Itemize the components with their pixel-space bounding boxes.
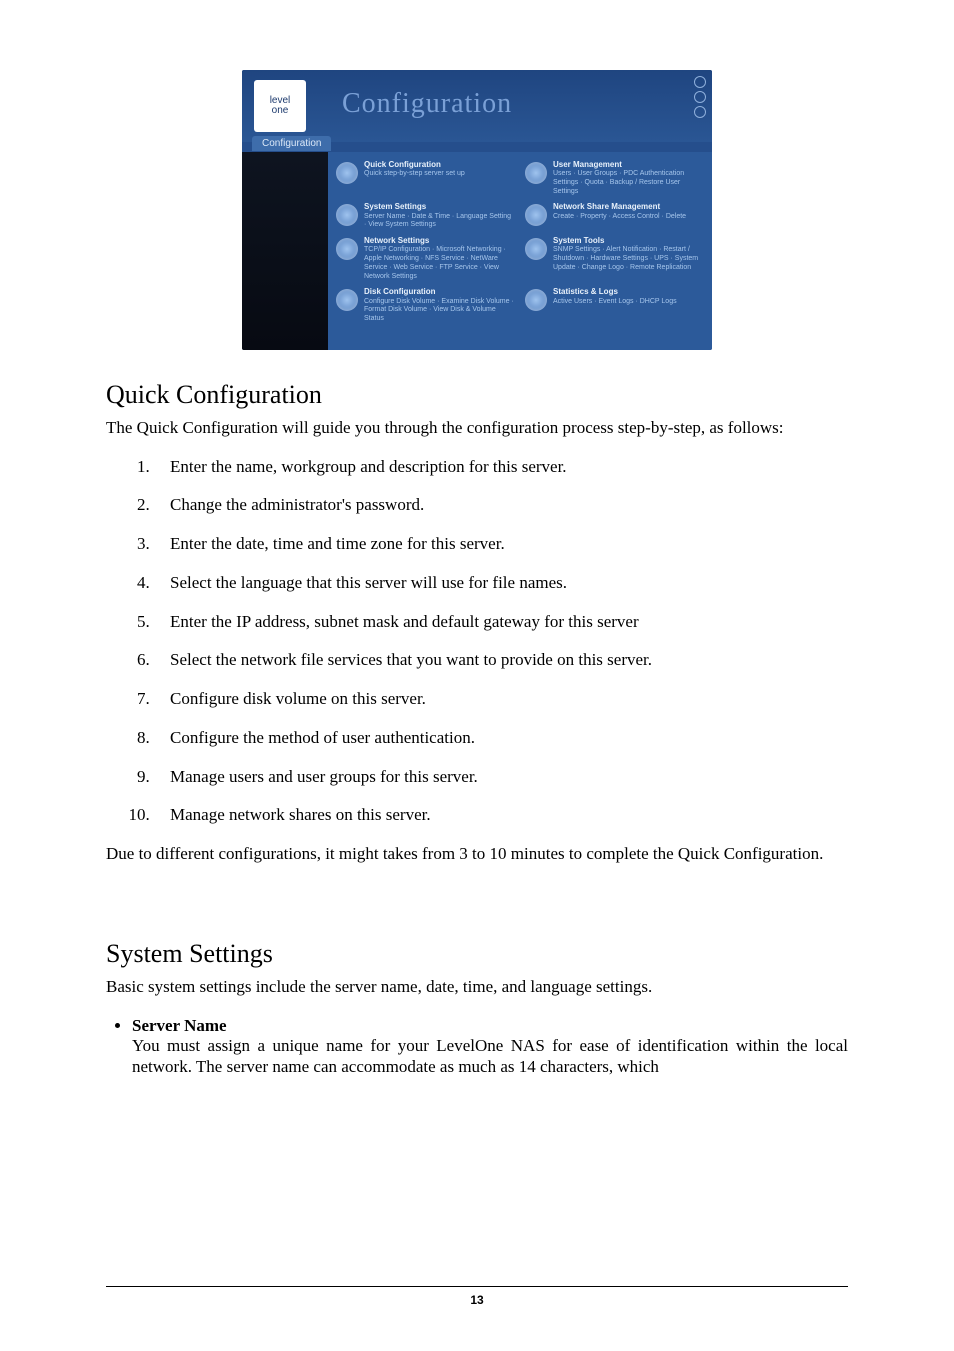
tile-desc: SNMP Settings · Alert Notification · Res… xyxy=(553,246,704,272)
step-item: Manage network shares on this server. xyxy=(154,805,848,826)
tile-title: Network Settings xyxy=(364,236,515,245)
tile-desc: Quick step-by-step server set up xyxy=(364,170,515,179)
bullet-title: Server Name xyxy=(132,1016,227,1035)
brand-text-bottom: one xyxy=(272,106,289,117)
bullet-body: You must assign a unique name for your L… xyxy=(132,1036,848,1077)
footer-rule xyxy=(106,1286,848,1287)
lightning-icon xyxy=(336,162,358,184)
tile-disk-configuration[interactable]: Disk Configuration Configure Disk Volume … xyxy=(336,287,515,323)
tile-title: Network Share Management xyxy=(553,202,704,211)
stats-icon xyxy=(525,289,547,311)
tile-title: Quick Configuration xyxy=(364,160,515,169)
quick-config-heading: Quick Configuration xyxy=(106,380,848,410)
system-settings-heading: System Settings xyxy=(106,939,848,969)
tile-network-share[interactable]: Network Share Management Create · Propert… xyxy=(525,202,704,230)
tile-desc: Users · User Groups · PDC Authentication… xyxy=(553,170,704,196)
tile-system-settings[interactable]: System Settings Server Name · Date & Time… xyxy=(336,202,515,230)
share-icon xyxy=(525,204,547,226)
tile-title: System Tools xyxy=(553,236,704,245)
quick-config-closing: Due to different configurations, it migh… xyxy=(106,844,848,865)
step-item: Change the administrator's password. xyxy=(154,495,848,516)
step-item: Enter the date, time and time zone for t… xyxy=(154,534,848,555)
step-item: Select the language that this server wil… xyxy=(154,573,848,594)
bullet-server-name: Server Name You must assign a unique nam… xyxy=(132,1016,848,1078)
network-icon xyxy=(336,238,358,260)
disk-icon xyxy=(336,289,358,311)
step-item: Enter the IP address, subnet mask and de… xyxy=(154,612,848,633)
system-settings-lead: Basic system settings include the server… xyxy=(106,977,848,998)
active-tab[interactable]: Configuration xyxy=(252,136,331,151)
config-screenshot: level one Configuration Configuration Qu… xyxy=(242,70,712,350)
tile-system-tools[interactable]: System ToolsSNMP Settings · Alert Notifi… xyxy=(525,236,704,281)
page-number: 13 xyxy=(106,1293,848,1307)
tile-desc: Configure Disk Volume · Examine Disk Vol… xyxy=(364,298,515,324)
shot-sidebar xyxy=(242,152,328,350)
tile-network-settings[interactable]: Network SettingsTCP/IP Configuration · M… xyxy=(336,236,515,281)
quick-config-steps: Enter the name, workgroup and descriptio… xyxy=(154,457,848,826)
page-footer: 13 xyxy=(106,1286,848,1307)
tile-statistics-logs[interactable]: Statistics & Logs Active Users · Event Lo… xyxy=(525,287,704,323)
users-icon xyxy=(525,162,547,184)
gear-icon xyxy=(336,204,358,226)
step-item: Enter the name, workgroup and descriptio… xyxy=(154,457,848,478)
tile-title: User Management xyxy=(553,160,704,169)
step-item: Configure the method of user authenticat… xyxy=(154,728,848,749)
tools-icon xyxy=(525,238,547,260)
step-item: Select the network file services that yo… xyxy=(154,650,848,671)
tile-user-management[interactable]: User ManagementUsers · User Groups · PDC… xyxy=(525,160,704,196)
tile-desc: Server Name · Date & Time · Language Set… xyxy=(364,213,515,231)
system-settings-bullets: Server Name You must assign a unique nam… xyxy=(132,1016,848,1078)
quick-config-lead: The Quick Configuration will guide you t… xyxy=(106,418,848,439)
window-controls xyxy=(694,76,706,121)
header-title: Configuration xyxy=(342,88,512,120)
tile-title: System Settings xyxy=(364,202,515,211)
tile-desc: TCP/IP Configuration · Microsoft Network… xyxy=(364,246,515,281)
tile-desc: Create · Property · Access Control · Del… xyxy=(553,213,704,222)
step-item: Configure disk volume on this server. xyxy=(154,689,848,710)
tile-title: Disk Configuration xyxy=(364,287,515,296)
brand-logo: level one xyxy=(254,80,306,132)
shot-body: Quick ConfigurationQuick step-by-step se… xyxy=(328,152,712,350)
tile-quick-configuration[interactable]: Quick ConfigurationQuick step-by-step se… xyxy=(336,160,515,196)
tile-desc: Active Users · Event Logs · DHCP Logs xyxy=(553,298,704,307)
tile-title: Statistics & Logs xyxy=(553,287,704,296)
step-item: Manage users and user groups for this se… xyxy=(154,767,848,788)
